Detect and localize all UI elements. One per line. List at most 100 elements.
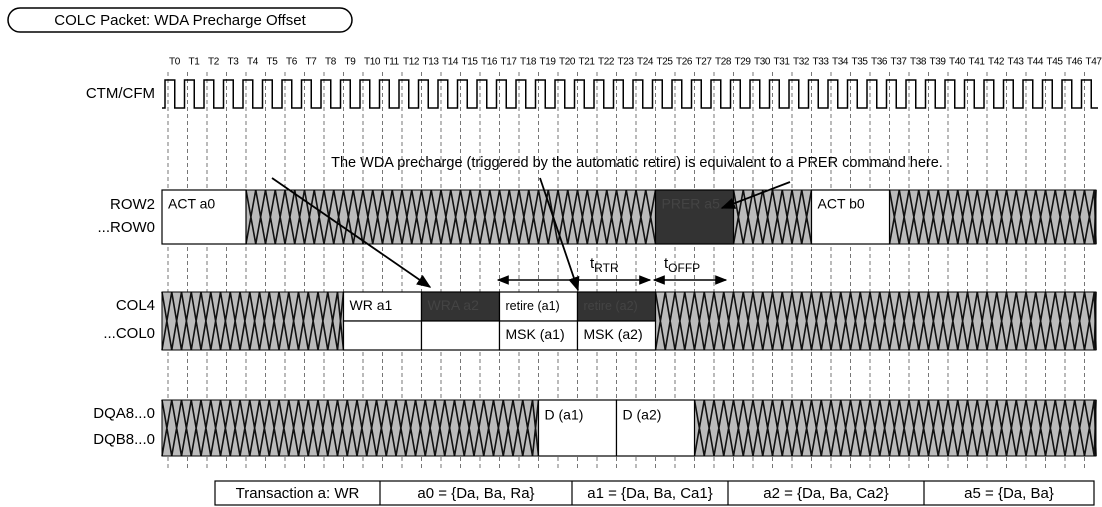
- clock-label: T23: [618, 57, 635, 68]
- packet: [498, 291, 579, 322]
- table-cell: a0 = {Da, Ba, Ra}: [417, 485, 534, 502]
- signal-label: DQB8...0: [93, 431, 155, 448]
- annotation-arrow: [720, 181, 791, 209]
- packet-label: D (a2): [623, 407, 662, 423]
- packet-label: retire (a2): [584, 299, 638, 313]
- clock-label: T42: [988, 57, 1005, 68]
- packet-label: WRA a2: [428, 297, 480, 313]
- table-border: [214, 480, 1095, 506]
- packet-label: PRER a5: [662, 196, 721, 212]
- hatch: [693, 399, 1097, 457]
- clock-label: T44: [1027, 57, 1044, 68]
- clock-label: T39: [930, 57, 947, 68]
- clock-label: T1: [189, 57, 201, 68]
- clock-label: T16: [481, 57, 498, 68]
- hatch: [732, 189, 813, 245]
- packet: [654, 189, 735, 245]
- clock-label: T12: [403, 57, 420, 68]
- clock-label: T47: [1086, 57, 1102, 68]
- clock-label: T15: [462, 57, 479, 68]
- clock-label: T22: [598, 57, 615, 68]
- clock-label: T38: [910, 57, 927, 68]
- clock-label: T30: [754, 57, 771, 68]
- packet: [342, 291, 423, 322]
- hatch: [161, 291, 345, 351]
- clock-label: T46: [1066, 57, 1083, 68]
- clock-label: T17: [501, 57, 518, 68]
- clock-label: T25: [657, 57, 674, 68]
- hatch: [161, 399, 540, 457]
- annotation: The WDA precharge (triggered by the auto…: [331, 155, 943, 171]
- clock-label: T29: [735, 57, 752, 68]
- table-cell: a5 = {Da, Ba}: [964, 485, 1054, 502]
- packet-label: MSK (a2): [584, 326, 643, 342]
- packet-label: WR a1: [350, 297, 393, 313]
- clock-label: T33: [813, 57, 830, 68]
- clock-label: T37: [891, 57, 908, 68]
- packet: [576, 291, 657, 322]
- clock-label: T34: [832, 57, 849, 68]
- clock-label: T6: [286, 57, 298, 68]
- signal-label: CTM/CFM: [86, 85, 155, 102]
- clock-label: T36: [871, 57, 888, 68]
- clock-label: T26: [676, 57, 693, 68]
- clock-label: T13: [423, 57, 440, 68]
- packet: [810, 189, 891, 245]
- packet-label: MSK (a1): [506, 326, 565, 342]
- clock-label: T20: [559, 57, 576, 68]
- packet: [498, 320, 579, 351]
- packet-label: D (a1): [545, 407, 584, 423]
- packet: [161, 189, 247, 245]
- clock-label: T0: [169, 57, 181, 68]
- clock-label: T18: [520, 57, 537, 68]
- annotation-arrow: [539, 177, 580, 292]
- clock-label: T2: [208, 57, 220, 68]
- clock-label: T5: [267, 57, 279, 68]
- packet: [420, 291, 501, 322]
- clock-wave: [162, 79, 1098, 109]
- clock-label: T14: [442, 57, 459, 68]
- packet: [537, 399, 618, 457]
- packet: [420, 320, 501, 351]
- clock-label: T43: [1008, 57, 1025, 68]
- clock-label: T8: [325, 57, 337, 68]
- title: COLC Packet: WDA Precharge Offset: [54, 12, 306, 29]
- clock-label: T11: [384, 57, 400, 68]
- hatch: [888, 189, 1097, 245]
- annotation-arrow: [271, 177, 432, 288]
- packet: [615, 399, 696, 457]
- table-cell: Transaction a: WR: [236, 485, 360, 502]
- clock-label: T21: [579, 57, 596, 68]
- signal-label: ...ROW0: [97, 219, 155, 236]
- clock-label: T40: [949, 57, 966, 68]
- hatch: [245, 189, 657, 245]
- packet: [342, 320, 423, 351]
- clock-label: T32: [793, 57, 810, 68]
- signal-label: ROW2: [110, 196, 155, 213]
- packet-label: ACT b0: [818, 196, 865, 212]
- table-cell: a1 = {Da, Ba, Ca1}: [587, 485, 713, 502]
- clock-label: T3: [228, 57, 240, 68]
- title-box: [7, 7, 353, 33]
- clock-label: T27: [696, 57, 713, 68]
- clock-label: T28: [715, 57, 732, 68]
- packet-label: ACT a0: [168, 196, 215, 212]
- clock-label: T31: [774, 57, 791, 68]
- clock-label: T4: [247, 57, 259, 68]
- clock-label: T10: [364, 57, 381, 68]
- timing-label: tRTR: [590, 255, 619, 275]
- clock-label: T9: [345, 57, 357, 68]
- clock-label: T35: [852, 57, 869, 68]
- clock-label: T24: [637, 57, 654, 68]
- clock-label: T19: [540, 57, 557, 68]
- timing-label: tOFFP: [664, 255, 700, 275]
- packet-label: retire (a1): [506, 299, 560, 313]
- hatch: [654, 291, 1097, 351]
- hatch-bg: [246, 190, 656, 244]
- clock-label: T7: [306, 57, 318, 68]
- signal-label: ...COL0: [103, 325, 155, 342]
- table-cell: a2 = {Da, Ba, Ca2}: [763, 485, 889, 502]
- clock-label: T45: [1047, 57, 1064, 68]
- clock-label: T41: [969, 57, 986, 68]
